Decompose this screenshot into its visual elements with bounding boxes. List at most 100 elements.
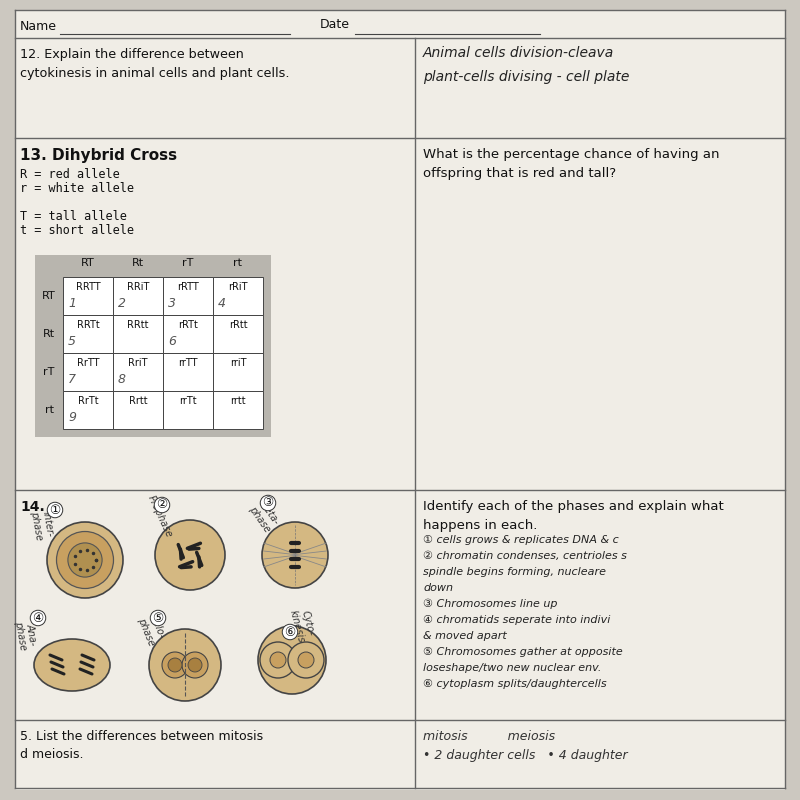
Text: plant-cells divising - cell plate: plant-cells divising - cell plate: [423, 70, 630, 84]
Text: rt: rt: [234, 258, 242, 268]
Bar: [113, 277, 163, 315]
Text: ④ chromatids seperate into indivi: ④ chromatids seperate into indivi: [423, 615, 610, 625]
Text: Ana-
phase: Ana- phase: [13, 618, 39, 651]
Text: loseshape/two new nuclear env.: loseshape/two new nuclear env.: [423, 663, 602, 673]
Circle shape: [68, 543, 102, 577]
Bar: [163, 353, 213, 391]
Text: ①: ①: [50, 503, 61, 517]
Text: mitosis          meiosis
• 2 daughter cells   • 4 daughter: mitosis meiosis • 2 daughter cells • 4 d…: [423, 730, 628, 762]
Ellipse shape: [34, 639, 110, 691]
Text: R = red allele: R = red allele: [20, 168, 120, 181]
Text: 4: 4: [218, 297, 226, 310]
Text: What is the percentage chance of having an
offspring that is red and tall?: What is the percentage chance of having …: [423, 148, 719, 179]
Ellipse shape: [155, 520, 225, 590]
Text: rT: rT: [43, 367, 54, 377]
Text: 3: 3: [168, 297, 176, 310]
Ellipse shape: [258, 626, 326, 694]
Text: 5. List the differences between mitosis
d meiosis.: 5. List the differences between mitosis …: [20, 730, 263, 762]
Circle shape: [298, 652, 314, 668]
Text: Rt: Rt: [132, 258, 144, 268]
Text: rRtt: rRtt: [229, 320, 247, 330]
Bar: [163, 391, 213, 429]
Text: ⑤ Chromosomes gather at opposite: ⑤ Chromosomes gather at opposite: [423, 647, 622, 657]
Text: ⑥: ⑥: [284, 626, 296, 638]
Text: 13. Dihybrid Cross: 13. Dihybrid Cross: [20, 148, 177, 163]
Bar: [63, 353, 113, 391]
Bar: [213, 391, 263, 429]
Text: r = white allele: r = white allele: [20, 182, 134, 195]
Circle shape: [188, 658, 202, 672]
Bar: [113, 353, 163, 391]
Text: RRtt: RRtt: [127, 320, 149, 330]
Ellipse shape: [47, 522, 123, 598]
Text: RriT: RriT: [128, 358, 148, 368]
Text: Identify each of the phases and explain what
happens in each.: Identify each of the phases and explain …: [423, 500, 724, 531]
Text: Telo-
phase: Telo- phase: [137, 612, 167, 648]
Bar: [63, 277, 113, 315]
Text: Cyto-
kinesis: Cyto- kinesis: [287, 606, 317, 644]
Text: rrTt: rrTt: [179, 396, 197, 406]
Bar: [63, 315, 113, 353]
Text: Prophase: Prophase: [146, 494, 174, 538]
Text: t = short allele: t = short allele: [20, 224, 134, 237]
Bar: [213, 315, 263, 353]
Bar: [63, 391, 113, 429]
Text: rt: rt: [45, 405, 54, 415]
Text: rRiT: rRiT: [228, 282, 248, 292]
Text: RRTT: RRTT: [76, 282, 100, 292]
Text: 8: 8: [118, 373, 126, 386]
Circle shape: [260, 642, 296, 678]
Circle shape: [57, 531, 114, 589]
Bar: [113, 391, 163, 429]
Text: RrTT: RrTT: [77, 358, 99, 368]
Text: rT: rT: [182, 258, 194, 268]
Circle shape: [162, 652, 188, 678]
Text: RT: RT: [42, 291, 56, 301]
Text: RRTt: RRTt: [77, 320, 99, 330]
Text: T = tall allele: T = tall allele: [20, 210, 127, 223]
Text: Animal cells division-cleava: Animal cells division-cleava: [423, 46, 614, 60]
Text: ②: ②: [156, 498, 168, 511]
Text: 1: 1: [68, 297, 76, 310]
Text: 6: 6: [168, 335, 176, 348]
Ellipse shape: [262, 522, 328, 588]
Text: ⑤: ⑤: [152, 611, 164, 625]
Bar: [163, 277, 213, 315]
Text: spindle begins forming, nucleare: spindle begins forming, nucleare: [423, 567, 606, 577]
Bar: [213, 277, 263, 315]
Text: rrTT: rrTT: [178, 358, 198, 368]
Text: ① cells grows & replicates DNA & c: ① cells grows & replicates DNA & c: [423, 535, 618, 545]
Text: Name: Name: [20, 21, 57, 34]
Circle shape: [270, 652, 286, 668]
Text: ② chromatin condenses, centrioles s: ② chromatin condenses, centrioles s: [423, 551, 627, 561]
Circle shape: [288, 642, 324, 678]
Bar: [163, 315, 213, 353]
Text: 14.: 14.: [20, 500, 45, 514]
Text: Rt: Rt: [43, 329, 55, 339]
Circle shape: [168, 658, 182, 672]
Text: RRiT: RRiT: [127, 282, 149, 292]
Text: 9: 9: [68, 411, 76, 424]
Text: rrtt: rrtt: [230, 396, 246, 406]
Text: down: down: [423, 583, 453, 593]
Text: & moved apart: & moved apart: [423, 631, 506, 641]
Text: Meta-
phase: Meta- phase: [246, 498, 282, 534]
Text: RT: RT: [81, 258, 95, 268]
Text: ③ Chromosomes line up: ③ Chromosomes line up: [423, 599, 558, 610]
Text: rRTt: rRTt: [178, 320, 198, 330]
Text: RrTt: RrTt: [78, 396, 98, 406]
Ellipse shape: [149, 629, 221, 701]
Circle shape: [182, 652, 208, 678]
Text: Date: Date: [320, 18, 350, 30]
Text: ④: ④: [32, 611, 44, 625]
Bar: [35, 255, 271, 437]
Text: ⑥ cytoplasm splits/daughtercells: ⑥ cytoplasm splits/daughtercells: [423, 679, 606, 689]
Text: rRTT: rRTT: [177, 282, 199, 292]
Bar: [213, 353, 263, 391]
Text: ③: ③: [262, 497, 274, 510]
Text: 7: 7: [68, 373, 76, 386]
Text: rriT: rriT: [230, 358, 246, 368]
Text: 2: 2: [118, 297, 126, 310]
Text: Rrtt: Rrtt: [129, 396, 147, 406]
Bar: [113, 315, 163, 353]
